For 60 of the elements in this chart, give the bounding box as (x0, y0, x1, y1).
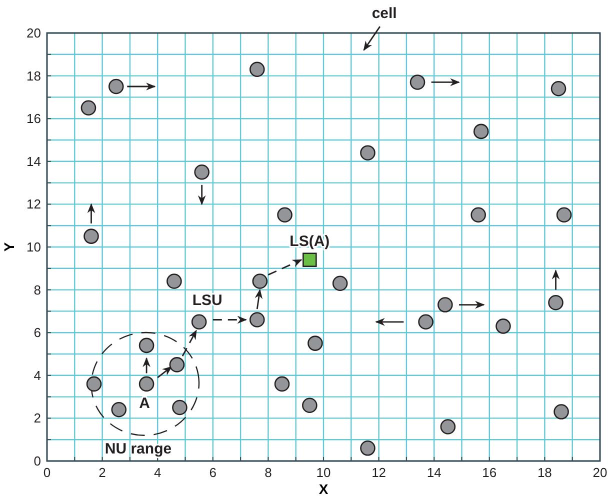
y-tick-label: 6 (34, 325, 41, 340)
point (418, 314, 434, 330)
point (410, 74, 426, 90)
x-tick-label: 10 (316, 465, 331, 480)
point (556, 207, 572, 223)
x-tick-label: 12 (372, 465, 386, 480)
point (191, 314, 207, 330)
x-tick-label: 16 (482, 465, 497, 480)
point (550, 80, 566, 96)
point (86, 376, 102, 392)
point (138, 338, 154, 354)
point (302, 252, 317, 267)
text: cell (372, 5, 397, 22)
point (111, 402, 127, 418)
point (252, 274, 268, 289)
point (548, 294, 564, 310)
point (554, 404, 569, 420)
y-tick-label: 4 (34, 368, 41, 383)
x-tick-label: 14 (426, 465, 442, 480)
point (332, 276, 348, 292)
y-tick-label: 16 (26, 111, 41, 126)
y-tick-label: 8 (34, 282, 41, 298)
x-tick-label: 8 (264, 465, 272, 480)
point (274, 376, 290, 392)
point (496, 318, 511, 334)
x-tick-label: 20 (592, 465, 608, 480)
y-tick-label: 18 (26, 68, 41, 84)
point (438, 297, 453, 312)
point (108, 78, 124, 94)
point (194, 164, 210, 180)
point (249, 62, 265, 78)
point (138, 376, 154, 392)
y-tick-label: 10 (26, 240, 41, 254)
x-axis-title: X (318, 481, 329, 497)
point (169, 357, 185, 372)
y-tick-label: 14 (26, 154, 41, 169)
x-tick-label: 0 (43, 465, 51, 480)
point (473, 124, 489, 140)
point (166, 274, 182, 289)
y-tick-label: 20 (26, 26, 41, 40)
y-tick-label: 12 (26, 196, 41, 212)
y-axis-title: Y (1, 242, 17, 252)
y-tick-label: 0 (34, 454, 41, 468)
point (440, 419, 456, 434)
y-tick-label: 2 (34, 410, 41, 426)
point (470, 207, 486, 223)
point (360, 145, 376, 160)
x-tick-label: 4 (154, 465, 162, 480)
point (84, 228, 99, 244)
x-tick-label: 2 (98, 465, 106, 480)
point (249, 312, 265, 328)
point (172, 400, 188, 416)
point (277, 207, 292, 223)
x-tick-label: 18 (537, 465, 552, 480)
annotation: A (139, 394, 150, 412)
point (308, 336, 323, 351)
point (360, 440, 376, 456)
point (80, 100, 96, 116)
x-tick-label: 6 (209, 465, 217, 480)
point (302, 398, 318, 414)
